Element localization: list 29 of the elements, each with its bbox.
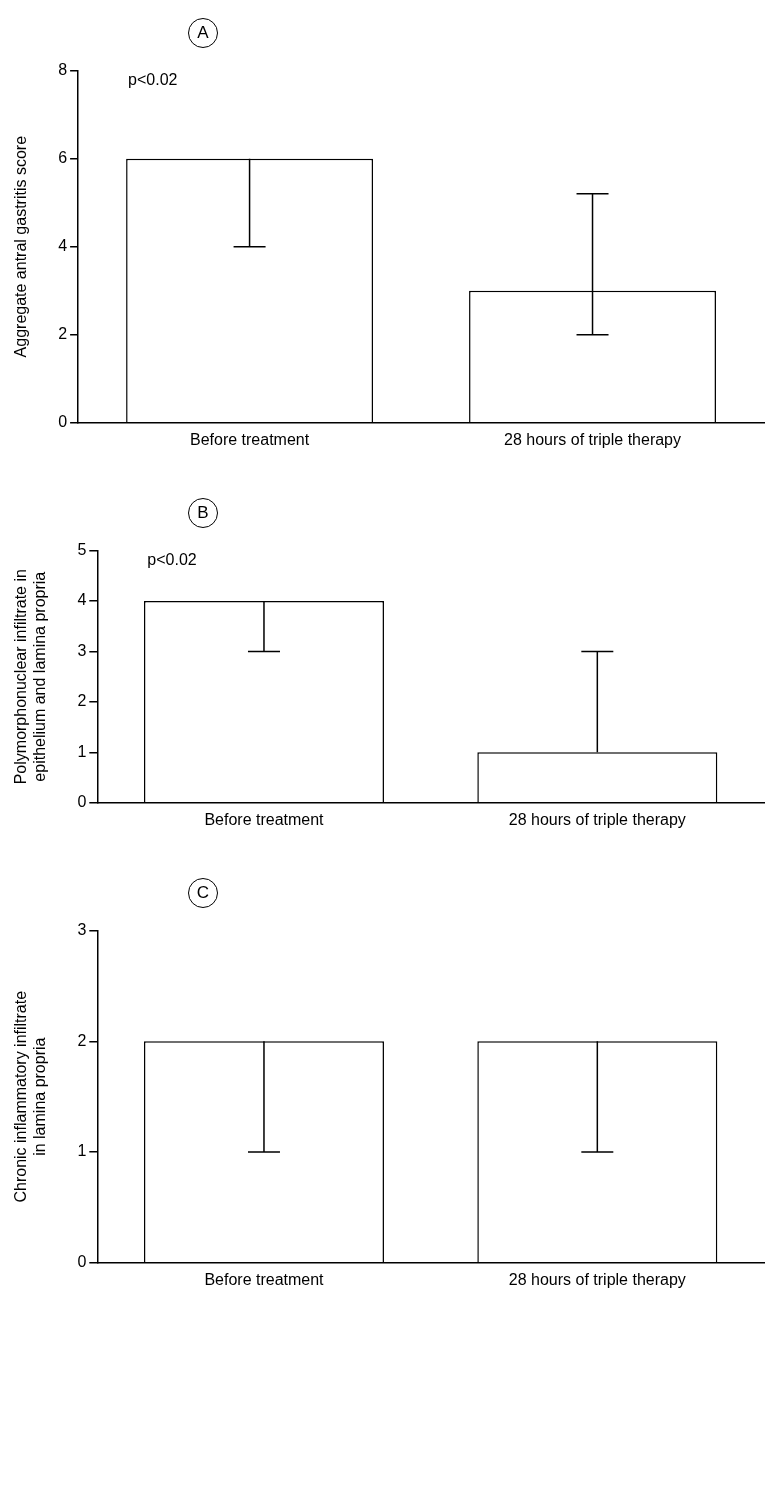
x-tick-label: 28 hours of triple therapy	[508, 1270, 686, 1288]
y-tick-label: 2	[77, 1031, 87, 1049]
chart-title: A	[188, 18, 218, 48]
y-axis-title: Chronic inflammatory infiltrate in lamina propria	[12, 990, 49, 1203]
y-tick-label: 2	[77, 692, 87, 710]
x-tick-label: Before treatment	[204, 1270, 325, 1288]
y-tick-label: 6	[58, 149, 68, 167]
y-axis-title: Polymorphonuclear infiltrate in epithelium and lamina propria	[12, 569, 49, 785]
x-tick-label: 28 hours of triple therapy	[504, 430, 682, 448]
y-tick-label: 4	[77, 591, 87, 609]
y-tick-label: 0	[77, 793, 87, 811]
y-tick-label: 5	[77, 541, 87, 559]
x-tick-label: Before treatment	[189, 430, 310, 448]
y-tick-label: 8	[58, 61, 68, 79]
annotation: p<0.02	[128, 71, 178, 89]
annotation: p<0.02	[147, 551, 197, 569]
x-tick-label: Before treatment	[204, 810, 325, 828]
y-tick-label: 4	[58, 237, 68, 255]
chart-title: B	[188, 498, 218, 528]
chart-title: C	[188, 878, 218, 908]
y-axis-title: Aggregate antral gastritis score	[12, 135, 30, 358]
y-tick-label: 1	[77, 1142, 87, 1160]
x-tick-label: 28 hours of triple therapy	[508, 810, 686, 828]
y-tick-label: 1	[77, 742, 87, 760]
y-tick-label: 3	[77, 921, 87, 939]
y-tick-label: 2	[58, 325, 68, 343]
y-tick-label: 0	[77, 1253, 87, 1271]
y-tick-label: 0	[58, 413, 68, 431]
y-tick-label: 3	[77, 641, 87, 659]
